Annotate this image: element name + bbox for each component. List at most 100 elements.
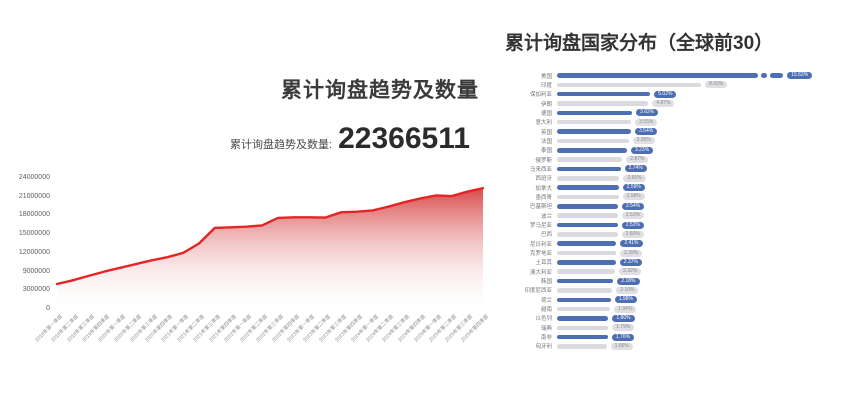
country-row[interactable]: 俄罗斯 2.87%	[506, 156, 850, 164]
country-row[interactable]: 韩国 2.18%	[506, 277, 850, 285]
country-bar[interactable]	[557, 316, 609, 321]
country-row[interactable]: 克罗地亚 2.39%	[506, 249, 850, 257]
country-bar[interactable]	[557, 260, 616, 265]
country-row[interactable]: 法国 3.35%	[506, 137, 850, 145]
country-label: 罗马尼亚	[529, 223, 552, 229]
country-row[interactable]: 德国 3.62%	[506, 109, 850, 117]
country-bar[interactable]	[557, 82, 702, 88]
country-label: 匈牙利	[535, 344, 552, 351]
country-label: 加拿大	[535, 185, 552, 192]
country-bar[interactable]	[557, 222, 618, 228]
y-tick-label: 0	[46, 304, 50, 312]
country-bar[interactable]	[557, 306, 611, 312]
percentage-badge: 3.62%	[636, 109, 659, 117]
country-bar[interactable]	[557, 297, 611, 302]
country-bar[interactable]	[557, 250, 617, 256]
percentage-badge: 3.23%	[630, 146, 654, 154]
country-bar[interactable]	[557, 278, 614, 284]
country-row[interactable]: 南非 1.76%	[506, 333, 850, 342]
trend-line	[55, 187, 485, 286]
area-fill	[57, 188, 483, 311]
country-chart-title: 累计询盘国家分布（全球前30）	[505, 33, 774, 54]
country-row[interactable]: 罗马尼亚 2.52%	[506, 221, 850, 229]
country-bar[interactable]	[557, 334, 608, 340]
percentage-badge: 2.18%	[617, 277, 640, 285]
country-bar[interactable]	[557, 213, 618, 218]
percentage-badge: 1.94%	[614, 305, 637, 313]
country-row[interactable]: 泰国 3.23%	[506, 146, 850, 155]
country-bar[interactable]	[557, 101, 649, 106]
country-row[interactable]: 尼日利亚 2.41%	[506, 240, 850, 248]
country-row[interactable]: 伊朗 4.87%	[506, 100, 850, 108]
country-row[interactable]: 美国 15.63%	[506, 72, 850, 80]
country-row[interactable]: 土耳其 2.37%	[506, 258, 850, 267]
country-row[interactable]: 瑞典 1.79%	[506, 324, 850, 332]
country-row[interactable]: 加拿大 2.59%	[506, 184, 850, 192]
truncated-bar[interactable]	[557, 73, 784, 78]
trend-chart-title: 累计询盘趋势及数量	[281, 79, 479, 102]
country-bar[interactable]	[557, 194, 619, 200]
country-bar[interactable]	[557, 344, 607, 349]
country-bar[interactable]	[557, 232, 618, 237]
country-row[interactable]: 荷兰 1.98%	[506, 296, 850, 304]
bar-segment	[761, 73, 768, 78]
country-label: 以色列	[535, 316, 552, 323]
percentage-badge: 2.54%	[622, 202, 645, 210]
country-label: 俄罗斯	[535, 157, 552, 164]
country-label: 美国	[540, 73, 552, 80]
country-bar[interactable]	[557, 185, 619, 190]
y-tick-label: 12000000	[18, 248, 50, 256]
percentage-badge: 8.93%	[705, 81, 728, 89]
country-row[interactable]: 印度 8.93%	[506, 81, 850, 89]
country-bar[interactable]	[557, 110, 633, 116]
country-bar[interactable]	[557, 148, 627, 153]
country-row[interactable]: 意大利 3.55%	[506, 118, 850, 126]
country-label: 英国	[540, 129, 552, 136]
country-row[interactable]: 西班牙 2.65%	[506, 174, 850, 182]
country-bar[interactable]	[557, 129, 632, 134]
percentage-badge: 4.87%	[652, 100, 675, 108]
trend-area-chart[interactable]	[55, 176, 485, 311]
country-label: 瑞典	[540, 325, 552, 332]
country-bar[interactable]	[557, 176, 620, 181]
country-label: 法国	[540, 138, 552, 145]
country-row[interactable]: 波兰 2.53%	[506, 212, 850, 220]
country-row[interactable]: 印度尼西亚 2.10%	[506, 286, 850, 294]
country-bar[interactable]	[557, 269, 616, 274]
country-row[interactable]: 英国 3.54%	[506, 128, 850, 136]
percentage-badge: 15.63%	[787, 72, 813, 79]
y-tick-label: 15000000	[18, 230, 50, 238]
y-tick-label: 3000000	[22, 286, 50, 294]
country-label: 马来西亚	[529, 166, 552, 173]
country-row[interactable]: 巴西 2.50%	[506, 230, 850, 238]
country-row[interactable]: 澳大利亚 2.32%	[506, 268, 850, 276]
country-bar[interactable]	[557, 119, 632, 125]
country-bar[interactable]	[557, 204, 619, 209]
country-label: 巴基斯坦	[529, 204, 552, 211]
country-row[interactable]: 巴基斯坦 2.54%	[506, 202, 850, 211]
country-bar[interactable]	[557, 157, 623, 162]
y-tick-label: 18000000	[18, 211, 50, 219]
trend-x-axis: 2019年第一季度 2019年第二季度 2019年第三季度 2019年第四季度 2020…	[34, 313, 495, 373]
country-label: 土耳其	[535, 260, 552, 267]
country-row[interactable]: 越南 1.94%	[506, 305, 850, 313]
country-row[interactable]: 匈牙利 1.66%	[506, 342, 850, 351]
country-row[interactable]: 保加利亚 5.02%	[506, 90, 850, 99]
country-bar[interactable]	[557, 288, 613, 293]
country-bar[interactable]	[557, 91, 651, 97]
country-row[interactable]: 以色列 1.80%	[506, 314, 850, 323]
country-label: 泰国	[540, 148, 552, 155]
percentage-badge: 1.98%	[614, 296, 637, 304]
country-bar-chart[interactable]: 美国 15.63% 印度 8.93% 保加利亚 5.02% 伊朗 4.87% 德国 3.62% 意大…	[506, 72, 850, 350]
percentage-badge: 5.02%	[654, 90, 677, 98]
percentage-badge: 2.37%	[619, 258, 642, 266]
country-row[interactable]: 墨西哥 2.58%	[506, 193, 850, 201]
country-bar[interactable]	[557, 325, 609, 331]
country-bar[interactable]	[557, 166, 621, 172]
country-label: 保加利亚	[529, 92, 552, 99]
country-bar[interactable]	[557, 138, 629, 144]
country-row[interactable]: 马来西亚 2.74%	[506, 165, 850, 173]
country-label: 南非	[540, 335, 552, 342]
country-bar[interactable]	[557, 241, 617, 246]
